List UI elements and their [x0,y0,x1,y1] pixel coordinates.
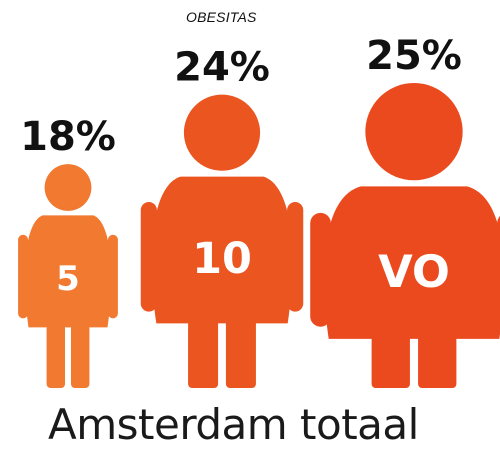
figure-right-arm [107,234,118,319]
figure-right-leg [418,334,457,388]
figure-right-leg [225,319,256,388]
figures-group: 5 18% 10 24% VO 25% [18,33,500,388]
figure-1: 5 18% [18,114,118,388]
figure-right-leg [70,324,90,388]
pictogram-chart: 5 18% 10 24% VO 25% [18,33,500,388]
figure-body [24,215,112,328]
chart-footer: Amsterdam totaal [48,400,419,449]
figure-left-leg [188,319,219,388]
figure-head [365,83,463,181]
figure-left-arm [140,202,157,312]
value-label: 24% [174,45,270,91]
value-label: 18% [20,114,116,160]
category-label: 5 [56,259,80,299]
figure-left-leg [46,324,66,388]
figure-head [183,94,261,171]
figure-2: 10 24% [140,45,304,388]
figure-left-arm [18,234,29,319]
value-label: 25% [366,33,462,79]
category-label: VO [378,245,450,298]
category-label: 10 [192,234,252,284]
figure-left-arm [310,212,331,327]
figure-3: VO 25% [310,33,500,388]
figure-right-arm [497,216,500,324]
chart-title: OBESITAS [186,9,257,25]
figure-left-leg [371,334,410,388]
figure-head [44,164,92,211]
figure-body [323,186,500,339]
figure-right-arm [287,202,304,312]
figure-body [151,176,293,324]
